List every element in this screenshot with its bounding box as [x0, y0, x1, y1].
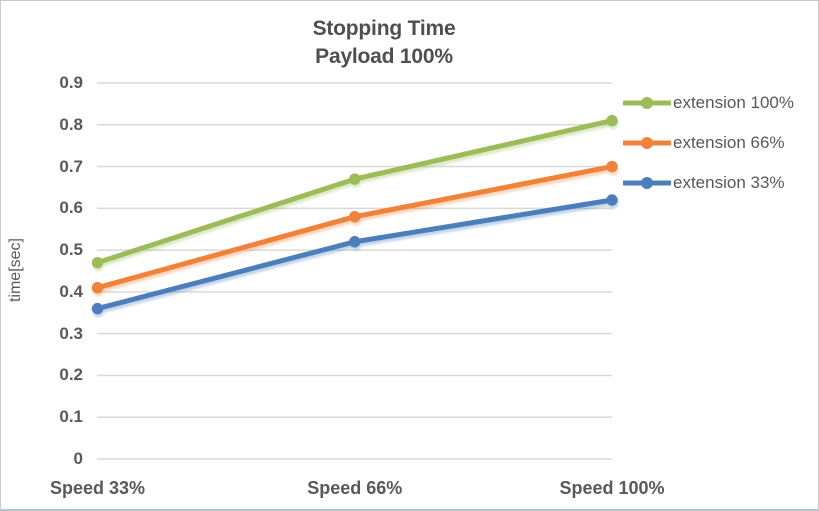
y-tick-label: 0 — [73, 449, 83, 468]
data-point-marker — [606, 160, 618, 173]
x-tick-label: Speed 66% — [307, 478, 403, 498]
series-extension-66- — [91, 160, 618, 294]
legend-marker-icon — [623, 137, 671, 149]
y-tick-label: 0.8 — [59, 114, 83, 134]
data-point-marker — [349, 236, 361, 248]
chart-title: Stopping Time — [312, 17, 456, 40]
legend-label: extension 33% — [673, 173, 785, 192]
data-point-marker — [606, 194, 618, 206]
y-tick-label: 0.9 — [59, 73, 83, 92]
series-extension-100- — [91, 114, 618, 269]
chart-legend: extension 100% extension 66% extension 33% — [623, 83, 794, 203]
gridlines — [97, 82, 612, 460]
y-tick-label: 0.6 — [59, 198, 83, 218]
x-tick-label: Speed 33% — [49, 478, 146, 498]
y-tick-label: 0.7 — [59, 156, 83, 176]
y-tick-label: 0.4 — [59, 281, 83, 301]
series-lines — [91, 114, 618, 315]
legend-item-extension-33-: extension 33% — [623, 163, 794, 203]
y-tick-label: 0.2 — [59, 365, 83, 385]
data-point-marker — [91, 256, 104, 269]
legend-marker-icon — [623, 177, 671, 189]
data-point-marker — [91, 302, 104, 315]
legend-label: extension 66% — [673, 133, 785, 152]
y-tick-label: 0.3 — [59, 323, 83, 343]
data-point-marker — [349, 173, 361, 185]
legend-item-extension-100-: extension 100% — [623, 83, 794, 123]
data-point-marker — [91, 282, 104, 294]
y-tick-label: 0.1 — [59, 407, 83, 427]
chart-subtitle: Payload 100% — [315, 45, 453, 68]
x-tick-label: Speed 100% — [559, 478, 665, 498]
data-point-marker — [349, 210, 361, 223]
y-tick-label: 0.5 — [59, 240, 83, 260]
legend-item-extension-66-: extension 66% — [623, 123, 794, 163]
data-point-marker — [606, 114, 618, 127]
chart-title-block: Stopping Time Payload 100% — [1, 15, 767, 71]
series-extension-33- — [91, 194, 618, 315]
legend-marker-icon — [623, 97, 671, 109]
legend-label: extension 100% — [673, 93, 794, 112]
